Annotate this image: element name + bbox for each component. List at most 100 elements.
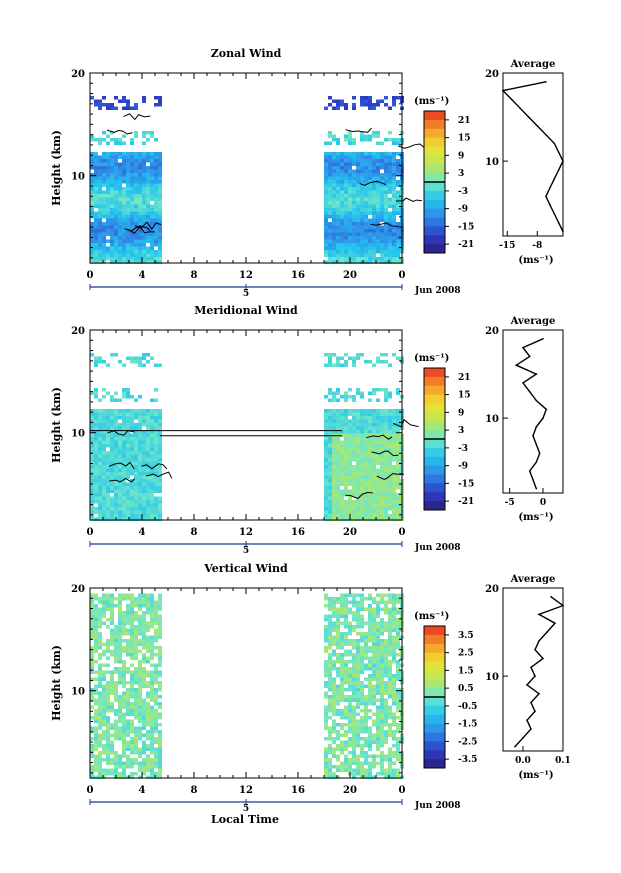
heat-cell (98, 222, 102, 226)
date-label: Jun 2008 (414, 543, 461, 553)
heat-cell (114, 730, 118, 734)
heat-cell (118, 162, 122, 166)
heat-cell (98, 698, 102, 702)
heat-cell (384, 257, 388, 261)
heat-cell (90, 162, 94, 166)
heat-cell (360, 702, 364, 706)
heat-cell (376, 593, 380, 597)
heat-cell (380, 211, 384, 215)
heat-cell (158, 649, 162, 653)
heat-cell (110, 103, 114, 107)
heat-cell (392, 614, 396, 618)
heat-cell (126, 468, 130, 472)
heat-cell (154, 159, 158, 163)
heat-cell (396, 257, 400, 261)
avg-x-tick-label: -8 (532, 241, 542, 251)
heat-cell (396, 688, 400, 692)
heat-cell (344, 712, 348, 716)
heat-cell (348, 607, 352, 611)
heat-cell (146, 440, 150, 444)
heat-cell (368, 461, 372, 465)
heat-cell (328, 472, 332, 476)
average-profile-point (549, 186, 551, 189)
heat-cell (118, 253, 122, 257)
heat-cell (376, 260, 380, 264)
heat-cell (114, 660, 118, 664)
heat-cell (332, 162, 336, 166)
heat-cell (364, 222, 368, 226)
heat-cell (122, 775, 126, 779)
heat-cell (360, 730, 364, 734)
heat-cell (336, 444, 340, 448)
heat-cell (368, 709, 372, 713)
heat-cell (392, 96, 396, 100)
heat-cell (372, 698, 376, 702)
heat-cell (380, 215, 384, 219)
heat-cell (344, 642, 348, 646)
heat-cell (130, 239, 134, 243)
heat-cell (90, 176, 94, 180)
colorbar-swatch (424, 643, 445, 654)
heat-cell (336, 607, 340, 611)
heat-cell (122, 663, 126, 667)
heat-cell (328, 229, 332, 233)
heat-cell (98, 162, 102, 166)
heat-cell (328, 204, 332, 208)
heat-cell (324, 761, 328, 765)
heat-cell (138, 618, 142, 622)
heat-cell (146, 765, 150, 769)
heat-cell (150, 726, 154, 730)
heat-cell (328, 162, 332, 166)
heat-cell (122, 246, 126, 250)
heat-cell (114, 761, 118, 765)
heat-cell (154, 412, 158, 416)
heat-cell (328, 447, 332, 451)
heat-cell (384, 426, 388, 430)
heat-cell (344, 733, 348, 737)
heat-cell (368, 208, 372, 212)
heat-cell (134, 702, 138, 706)
heat-cell (130, 663, 134, 667)
heat-cell (368, 398, 372, 402)
heat-cell (114, 649, 118, 653)
heat-cell (352, 173, 356, 177)
colorbar-swatch (424, 705, 445, 716)
heat-cell (356, 691, 360, 695)
heat-cell (146, 489, 150, 493)
heat-cell (352, 444, 356, 448)
heat-cell (158, 169, 162, 173)
colorbar-swatch (424, 376, 445, 387)
heat-cell (142, 646, 146, 650)
heat-cell (332, 458, 336, 462)
heat-cell (94, 461, 98, 465)
heat-cell (150, 751, 154, 755)
heat-cell (340, 458, 344, 462)
heat-cell (130, 183, 134, 187)
heat-cell (356, 765, 360, 769)
heat-cell (130, 503, 134, 507)
heat-cell (384, 353, 388, 357)
heat-cell (384, 412, 388, 416)
heat-cell (126, 99, 130, 103)
heat-cell (368, 416, 372, 420)
heat-cell (332, 416, 336, 420)
heat-cell (94, 649, 98, 653)
heat-cell (396, 726, 400, 730)
heat-cell (380, 712, 384, 716)
heat-cell (122, 416, 126, 420)
heat-cell (332, 698, 336, 702)
heat-cell (142, 614, 146, 618)
heat-cell (396, 412, 400, 416)
heat-cell (122, 440, 126, 444)
heat-cell (142, 250, 146, 254)
heat-cell (324, 768, 328, 772)
heat-cell (154, 618, 158, 622)
heat-cell (356, 475, 360, 479)
heat-cell (114, 433, 118, 437)
heat-cell (118, 454, 122, 458)
heat-cell (150, 430, 154, 434)
heat-cell (396, 204, 400, 208)
heat-cell (126, 670, 130, 674)
average-profile-point (527, 116, 530, 118)
heat-cell (146, 180, 150, 184)
